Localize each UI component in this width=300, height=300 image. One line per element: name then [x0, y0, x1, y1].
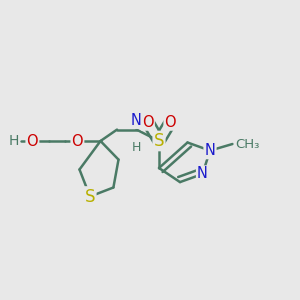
Text: S: S	[154, 132, 164, 150]
Text: O: O	[27, 134, 38, 148]
Text: N: N	[205, 143, 215, 158]
Text: O: O	[142, 115, 154, 130]
Text: H: H	[132, 141, 141, 154]
Text: S: S	[85, 188, 95, 206]
Text: N: N	[131, 113, 142, 128]
Text: N: N	[197, 167, 208, 182]
Text: O: O	[72, 134, 83, 148]
Text: O: O	[165, 115, 176, 130]
Text: H: H	[9, 134, 20, 148]
Text: CH₃: CH₃	[235, 137, 259, 151]
